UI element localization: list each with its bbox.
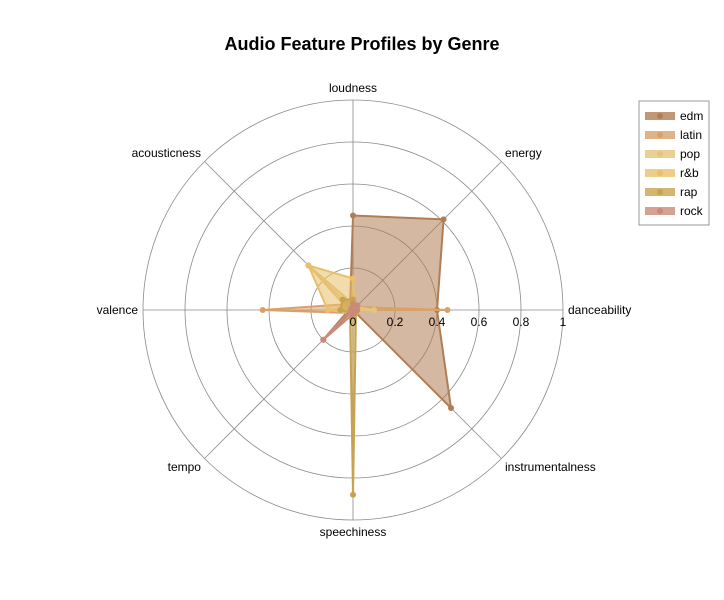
data-point: [305, 262, 312, 269]
data-point: [337, 307, 344, 313]
legend-item[interactable]: pop: [645, 147, 700, 161]
data-point: [320, 336, 327, 343]
axis-label-danceability: danceability: [568, 303, 631, 317]
legend-marker: [657, 113, 663, 119]
data-point: [350, 275, 356, 282]
radial-tick-label: 1: [560, 315, 567, 329]
data-point: [324, 307, 331, 313]
legend-marker: [657, 132, 663, 138]
legend-item[interactable]: rap: [645, 185, 698, 199]
legend-item[interactable]: latin: [645, 128, 702, 142]
axis-label-instrumentalness: instrumentalness: [505, 460, 596, 474]
legend-item[interactable]: edm: [645, 109, 703, 123]
legend-label: pop: [680, 147, 700, 161]
data-point: [371, 307, 377, 313]
data-point: [351, 308, 358, 315]
data-point: [259, 307, 266, 313]
series-rock: [320, 300, 361, 343]
chart-title: Audio Feature Profiles by Genre: [224, 34, 499, 54]
data-point: [350, 300, 356, 307]
legend-label: rap: [680, 185, 698, 199]
axis-label-speechiness: speechiness: [320, 525, 387, 539]
radial-tick-label: 0.6: [471, 315, 488, 329]
legend-marker: [657, 189, 663, 195]
legend: edm latin pop r&b rap rock: [638, 100, 710, 226]
data-point: [350, 296, 356, 303]
data-point: [339, 296, 346, 303]
axis-label-acousticness: acousticness: [132, 146, 201, 160]
radial-tick-label: 0.8: [513, 315, 530, 329]
axis-label-valence: valence: [97, 303, 139, 317]
legend-label: rock: [680, 204, 704, 218]
axis-label-loudness: loudness: [329, 81, 377, 95]
radial-tick-label: 0.4: [429, 315, 446, 329]
radial-tick-label: 0.2: [387, 315, 404, 329]
radial-tick-label: 0: [350, 315, 357, 329]
legend-box: [638, 100, 710, 226]
axis-label-tempo: tempo: [168, 460, 202, 474]
legend-label: latin: [680, 128, 702, 142]
legend-marker: [657, 151, 663, 157]
legend-label: edm: [680, 109, 703, 123]
data-point: [440, 216, 447, 223]
legend-marker: [657, 170, 663, 176]
data-point: [350, 491, 356, 498]
data-point: [448, 405, 455, 412]
legend-label: r&b: [680, 166, 699, 180]
axis-label-energy: energy: [505, 146, 542, 160]
series-layer: [259, 212, 455, 498]
data-point: [350, 212, 356, 219]
legend-item[interactable]: rock: [645, 204, 704, 218]
legend-item[interactable]: r&b: [645, 166, 699, 180]
legend-marker: [657, 208, 663, 214]
data-point: [444, 307, 451, 313]
